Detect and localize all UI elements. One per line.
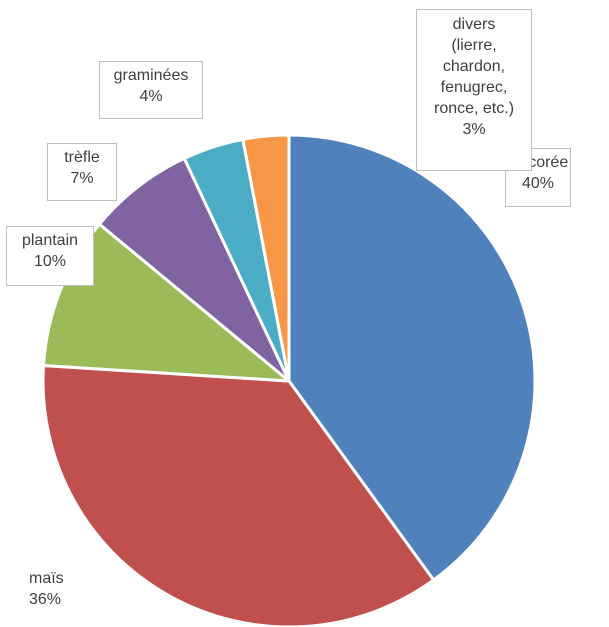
data-label-trefle-name: trèfle bbox=[64, 149, 100, 166]
pie-slice-plantain bbox=[41, 222, 291, 383]
data-label-chicoree-value: 40% bbox=[521, 175, 555, 192]
pie-slice-divers bbox=[241, 133, 291, 383]
data-label-mais-value: 36% bbox=[29, 591, 62, 608]
data-label-trefle: trèfle 7% bbox=[47, 143, 117, 201]
pie-slice-mais bbox=[41, 364, 436, 627]
data-label-divers-line-1: divers bbox=[452, 16, 496, 33]
data-label-plantain: plantain 10% bbox=[6, 226, 94, 286]
data-label-divers-line-5: ronce, etc.) bbox=[433, 100, 515, 117]
data-label-divers: divers (lierre, chardon, fenugrec, ronce… bbox=[416, 9, 532, 171]
data-label-mais-name: maïs bbox=[29, 570, 64, 587]
data-label-divers-line-3: chardon, bbox=[442, 58, 506, 75]
data-label-plantain-value: 10% bbox=[33, 253, 67, 270]
data-label-divers-line-4: fenugrec, bbox=[440, 79, 508, 96]
data-label-graminees: graminées 4% bbox=[99, 61, 203, 119]
data-label-trefle-value: 7% bbox=[70, 170, 94, 187]
data-label-graminees-value: 4% bbox=[139, 88, 163, 105]
data-label-graminees-name: graminées bbox=[113, 67, 189, 84]
pie-slice-chicoree bbox=[287, 133, 537, 582]
pie-slice-trefle bbox=[97, 156, 291, 383]
data-label-plantain-name: plantain bbox=[21, 232, 79, 249]
data-label-mais: maïs 36% bbox=[23, 565, 79, 615]
data-label-divers-value: 3% bbox=[462, 121, 486, 138]
data-label-divers-line-2: (lierre, bbox=[451, 37, 497, 54]
